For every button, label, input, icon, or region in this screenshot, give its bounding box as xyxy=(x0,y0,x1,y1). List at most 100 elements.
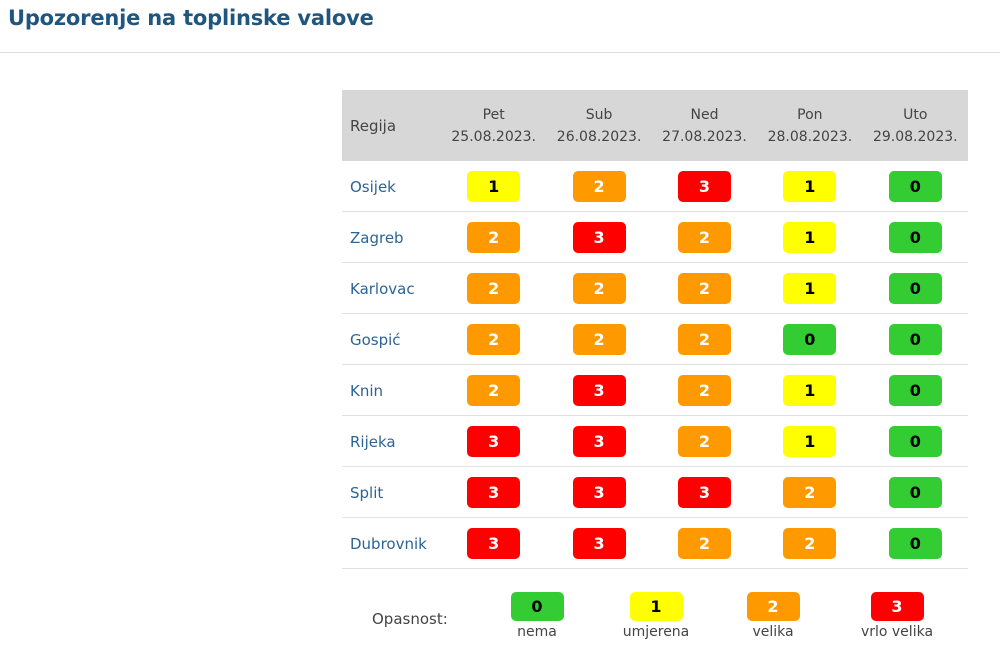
day-date: 28.08.2023. xyxy=(767,128,853,145)
level-badge: 0 xyxy=(888,476,942,508)
level-badge: 1 xyxy=(783,221,837,253)
level-cell: 1 xyxy=(757,262,863,314)
level-badge: 0 xyxy=(888,170,942,202)
region-link[interactable]: Zagreb xyxy=(350,228,404,247)
level-cell: 2 xyxy=(546,262,652,314)
level-badge: 3 xyxy=(677,170,731,202)
level-cell: 0 xyxy=(757,313,863,365)
level-cell: 2 xyxy=(546,313,652,365)
region-cell: Dubrovnik xyxy=(342,517,441,569)
day-date: 29.08.2023. xyxy=(872,128,958,145)
column-header-region: Regija xyxy=(342,90,441,161)
level-cell: 1 xyxy=(757,364,863,416)
table-row: Karlovac 2 2 2 1 0 xyxy=(342,262,968,314)
table-row: Dubrovnik 3 3 2 2 0 xyxy=(342,517,968,569)
level-badge: 0 xyxy=(888,272,942,304)
legend-text: nema xyxy=(517,624,557,640)
level-cell: 0 xyxy=(862,211,968,263)
level-badge: 3 xyxy=(467,527,521,559)
region-link[interactable]: Split xyxy=(350,483,384,502)
level-badge: 3 xyxy=(467,425,521,457)
level-cell: 0 xyxy=(862,161,968,212)
level-badge: 2 xyxy=(783,476,837,508)
level-cell: 3 xyxy=(441,415,547,467)
legend-text: vrlo velika xyxy=(860,624,934,640)
level-badge: 1 xyxy=(783,170,837,202)
level-cell: 1 xyxy=(757,415,863,467)
level-cell: 3 xyxy=(546,415,652,467)
level-cell: 2 xyxy=(441,364,547,416)
level-badge: 2 xyxy=(467,272,521,304)
legend-text: umjerena xyxy=(622,624,690,640)
column-header-day: Pon 28.08.2023. xyxy=(757,90,863,161)
level-badge: 2 xyxy=(746,592,800,621)
level-badge: 0 xyxy=(888,323,942,355)
region-cell: Osijek xyxy=(342,161,441,212)
legend-item-none: 0 nema xyxy=(482,592,592,640)
level-badge: 2 xyxy=(467,221,521,253)
level-badge: 1 xyxy=(467,170,521,202)
level-badge: 3 xyxy=(870,592,924,621)
title-divider xyxy=(0,52,1000,53)
day-name: Ned xyxy=(690,106,719,123)
table-row: Split 3 3 3 2 0 xyxy=(342,466,968,518)
level-cell: 0 xyxy=(862,313,968,365)
level-badge: 1 xyxy=(629,592,683,621)
level-cell: 3 xyxy=(546,466,652,518)
level-badge: 2 xyxy=(572,323,626,355)
level-cell: 3 xyxy=(441,517,547,569)
level-badge: 1 xyxy=(783,425,837,457)
region-link[interactable]: Dubrovnik xyxy=(350,534,427,553)
legend-item-very-high: 3 vrlo velika xyxy=(842,592,952,640)
level-cell: 2 xyxy=(546,161,652,212)
column-header-day: Pet 25.08.2023. xyxy=(441,90,547,161)
table-row: Osijek 1 2 3 1 0 xyxy=(342,161,968,212)
level-badge: 3 xyxy=(572,221,626,253)
region-cell: Gospić xyxy=(342,313,441,365)
column-header-day: Ned 27.08.2023. xyxy=(651,90,758,161)
level-badge: 0 xyxy=(888,527,942,559)
danger-legend: Opasnost: 0 nema 1 umjerena 2 velika 3 v… xyxy=(342,585,968,645)
level-badge: 2 xyxy=(783,527,837,559)
level-cell: 0 xyxy=(862,364,968,416)
level-badge: 2 xyxy=(467,374,521,406)
table-row: Gospić 2 2 2 0 0 xyxy=(342,313,968,365)
level-badge: 2 xyxy=(677,425,731,457)
level-cell: 2 xyxy=(651,262,758,314)
column-header-day: Uto 29.08.2023. xyxy=(862,90,968,161)
region-link[interactable]: Knin xyxy=(350,381,384,400)
region-link[interactable]: Rijeka xyxy=(350,432,396,451)
level-cell: 2 xyxy=(651,211,758,263)
heatwave-warning-table: Regija Pet 25.08.2023. Sub 26.08.2023. Ned… xyxy=(342,90,968,569)
legend-item-moderate: 1 umjerena xyxy=(601,592,711,640)
region-link[interactable]: Karlovac xyxy=(350,279,415,298)
level-badge: 3 xyxy=(572,425,626,457)
day-date: 27.08.2023. xyxy=(662,128,747,145)
level-cell: 1 xyxy=(757,161,863,212)
level-cell: 3 xyxy=(546,517,652,569)
day-name: Pet xyxy=(482,106,505,123)
legend-text: velika xyxy=(752,624,794,640)
level-badge: 0 xyxy=(888,221,942,253)
legend-item-high: 2 velika xyxy=(718,592,828,640)
level-cell: 0 xyxy=(862,517,968,569)
level-cell: 2 xyxy=(651,517,758,569)
level-cell: 2 xyxy=(651,313,758,365)
level-badge: 2 xyxy=(677,323,731,355)
level-cell: 2 xyxy=(757,517,863,569)
region-link[interactable]: Osijek xyxy=(350,177,396,196)
level-cell: 2 xyxy=(441,211,547,263)
level-badge: 2 xyxy=(572,272,626,304)
table-row: Knin 2 3 2 1 0 xyxy=(342,364,968,416)
level-badge: 3 xyxy=(677,476,731,508)
region-link[interactable]: Gospić xyxy=(350,330,401,349)
level-cell: 1 xyxy=(441,161,547,212)
level-cell: 0 xyxy=(862,262,968,314)
level-cell: 1 xyxy=(757,211,863,263)
day-name: Pon xyxy=(797,106,823,123)
level-cell: 0 xyxy=(862,466,968,518)
level-cell: 2 xyxy=(441,313,547,365)
level-badge: 2 xyxy=(677,272,731,304)
level-badge: 1 xyxy=(783,374,837,406)
level-cell: 0 xyxy=(862,415,968,467)
